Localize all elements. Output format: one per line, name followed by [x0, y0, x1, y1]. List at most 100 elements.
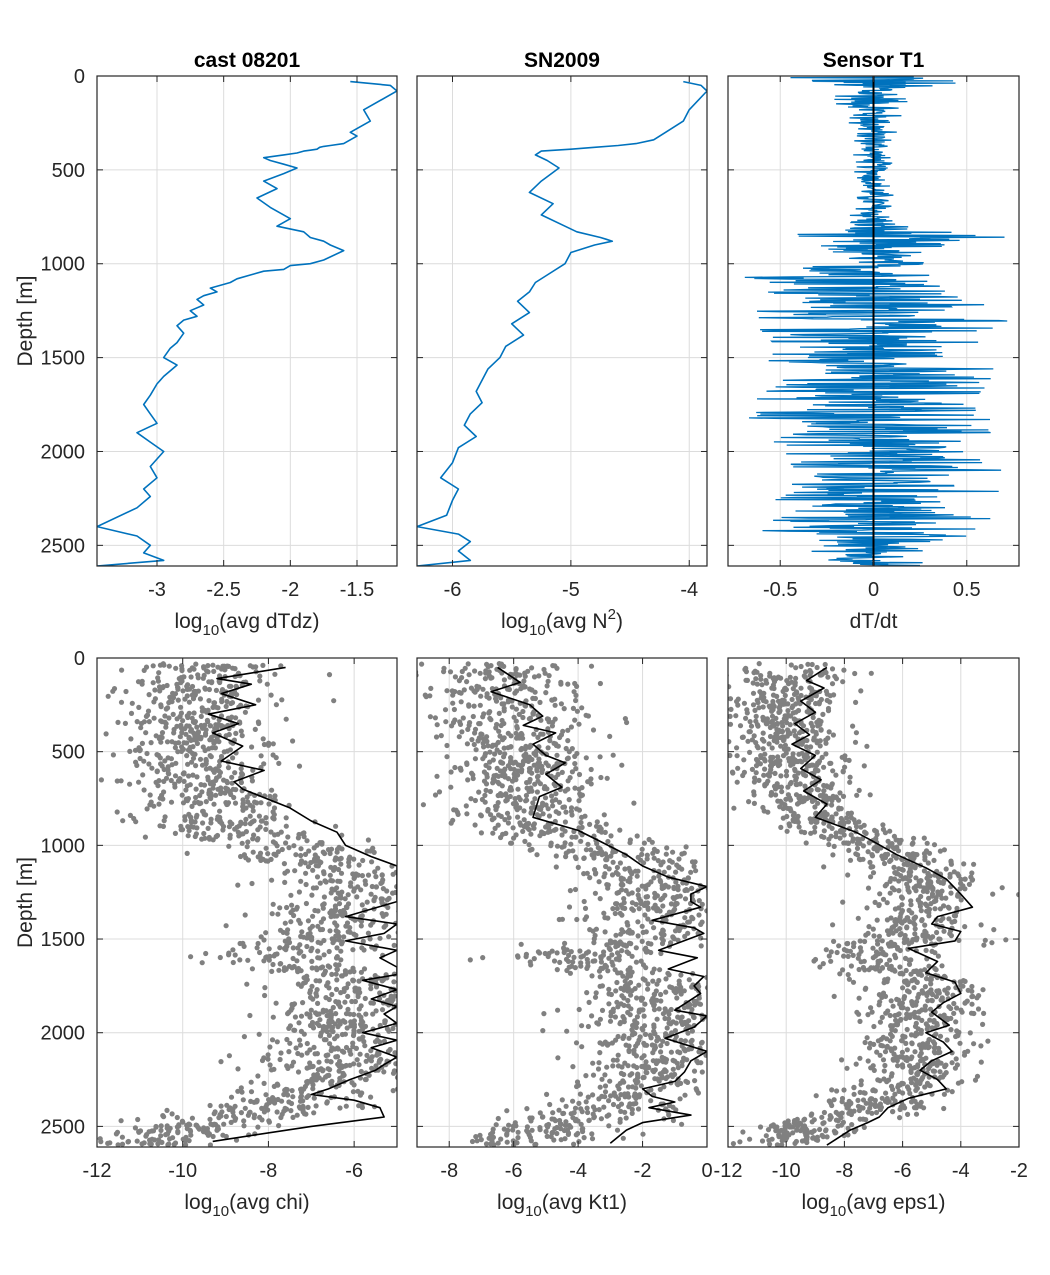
scatter-point — [191, 666, 197, 672]
scatter-point — [263, 820, 269, 826]
scatter-point — [655, 858, 661, 864]
scatter-point — [671, 935, 677, 941]
scatter-point — [152, 687, 158, 693]
scatter-point — [255, 940, 261, 947]
scatter-point — [164, 739, 171, 745]
scatter-point — [151, 715, 157, 721]
scatter-point — [762, 766, 768, 772]
scatter-point — [185, 714, 191, 721]
scatter-point — [372, 973, 378, 979]
scatter-point — [787, 674, 793, 680]
scatter-point — [128, 736, 134, 742]
scatter-point — [327, 872, 333, 878]
scatter-point — [568, 805, 575, 811]
scatter-point — [545, 745, 551, 751]
scatter-point — [178, 827, 184, 833]
scatter-point — [498, 1136, 504, 1142]
scatter-point — [189, 803, 195, 810]
scatter-point — [874, 963, 881, 970]
x-tick-label: 0 — [868, 579, 879, 601]
scatter-point — [708, 1029, 713, 1034]
x-label-text: (avg N — [546, 610, 608, 633]
scatter-point — [333, 855, 339, 861]
scatter-point — [760, 704, 766, 710]
scatter-point — [568, 1111, 574, 1117]
scatter-point — [955, 1031, 961, 1037]
scatter-point — [244, 844, 250, 850]
scatter-point — [288, 892, 294, 898]
scatter-point — [189, 759, 195, 765]
scatter-point — [358, 1017, 364, 1024]
scatter-point — [304, 1094, 310, 1100]
scatter-point — [252, 726, 258, 733]
scatter-point — [954, 1005, 960, 1011]
scatter-point — [658, 1071, 664, 1077]
scatter-point — [407, 1056, 412, 1061]
scatter-point — [663, 851, 669, 857]
scatter-point — [592, 951, 598, 957]
scatter-point — [212, 1109, 218, 1115]
scatter-point — [511, 771, 517, 777]
scatter-point — [338, 895, 344, 901]
scatter-point — [766, 1137, 772, 1143]
scatter-point — [495, 822, 501, 828]
scatter-point — [525, 1129, 531, 1135]
scatter-point — [934, 1062, 940, 1068]
scatter-point — [850, 979, 857, 985]
scatter-point — [642, 1001, 648, 1007]
scatter-point — [810, 714, 816, 721]
scatter-point — [888, 1073, 895, 1079]
scatter-point — [699, 919, 705, 925]
scatter-point — [161, 662, 167, 668]
scatter-point — [360, 1034, 366, 1040]
scatter-point — [310, 1086, 316, 1092]
scatter-point — [539, 769, 545, 776]
scatter-point — [552, 696, 558, 702]
scatter-point — [337, 1105, 343, 1111]
scatter-point — [350, 1032, 357, 1039]
scatter-point — [545, 1123, 551, 1129]
scatter-point — [756, 777, 762, 784]
scatter-point — [151, 1137, 158, 1143]
scatter-point — [504, 1108, 510, 1114]
scatter-point — [658, 897, 664, 903]
scatter-point — [704, 908, 707, 914]
scatter-point — [193, 763, 199, 769]
scatter-point — [861, 763, 867, 769]
scatter-point — [238, 819, 244, 825]
scatter-point — [381, 1038, 387, 1044]
scatter-point — [685, 1079, 691, 1085]
scatter-point — [848, 832, 854, 838]
scatter-point — [562, 788, 568, 794]
scatter-point — [619, 1064, 625, 1070]
scatter-point — [495, 1140, 501, 1146]
scatter-point — [333, 971, 339, 977]
scatter-point — [327, 910, 333, 916]
scatter-point — [554, 1130, 560, 1137]
scatter-point — [625, 988, 631, 994]
scatter-point — [323, 1052, 329, 1059]
scatter-point — [768, 789, 775, 796]
scatter-point — [243, 816, 249, 822]
scatter-point — [258, 753, 264, 759]
scatter-point — [624, 719, 630, 726]
scatter-point — [323, 1074, 329, 1080]
scatter-point — [713, 1138, 718, 1143]
scatter-point — [321, 952, 327, 958]
scatter-point — [452, 674, 458, 680]
scatter-point — [480, 955, 486, 961]
y-tick-label: 2500 — [41, 1116, 86, 1138]
x-tick-label: -10 — [168, 1160, 197, 1182]
scatter-point — [362, 1043, 368, 1049]
scatter-point — [537, 1127, 543, 1133]
scatter-point — [499, 772, 505, 779]
scatter-point — [567, 888, 574, 894]
scatter-point — [591, 853, 597, 859]
scatter-point — [483, 787, 489, 794]
x-tick-label: -0.5 — [763, 579, 797, 601]
scatter-point — [622, 1094, 628, 1100]
scatter-point — [877, 1106, 884, 1113]
scatter-point — [447, 669, 454, 675]
scatter-point — [181, 771, 187, 777]
scatter-point — [333, 1054, 339, 1060]
